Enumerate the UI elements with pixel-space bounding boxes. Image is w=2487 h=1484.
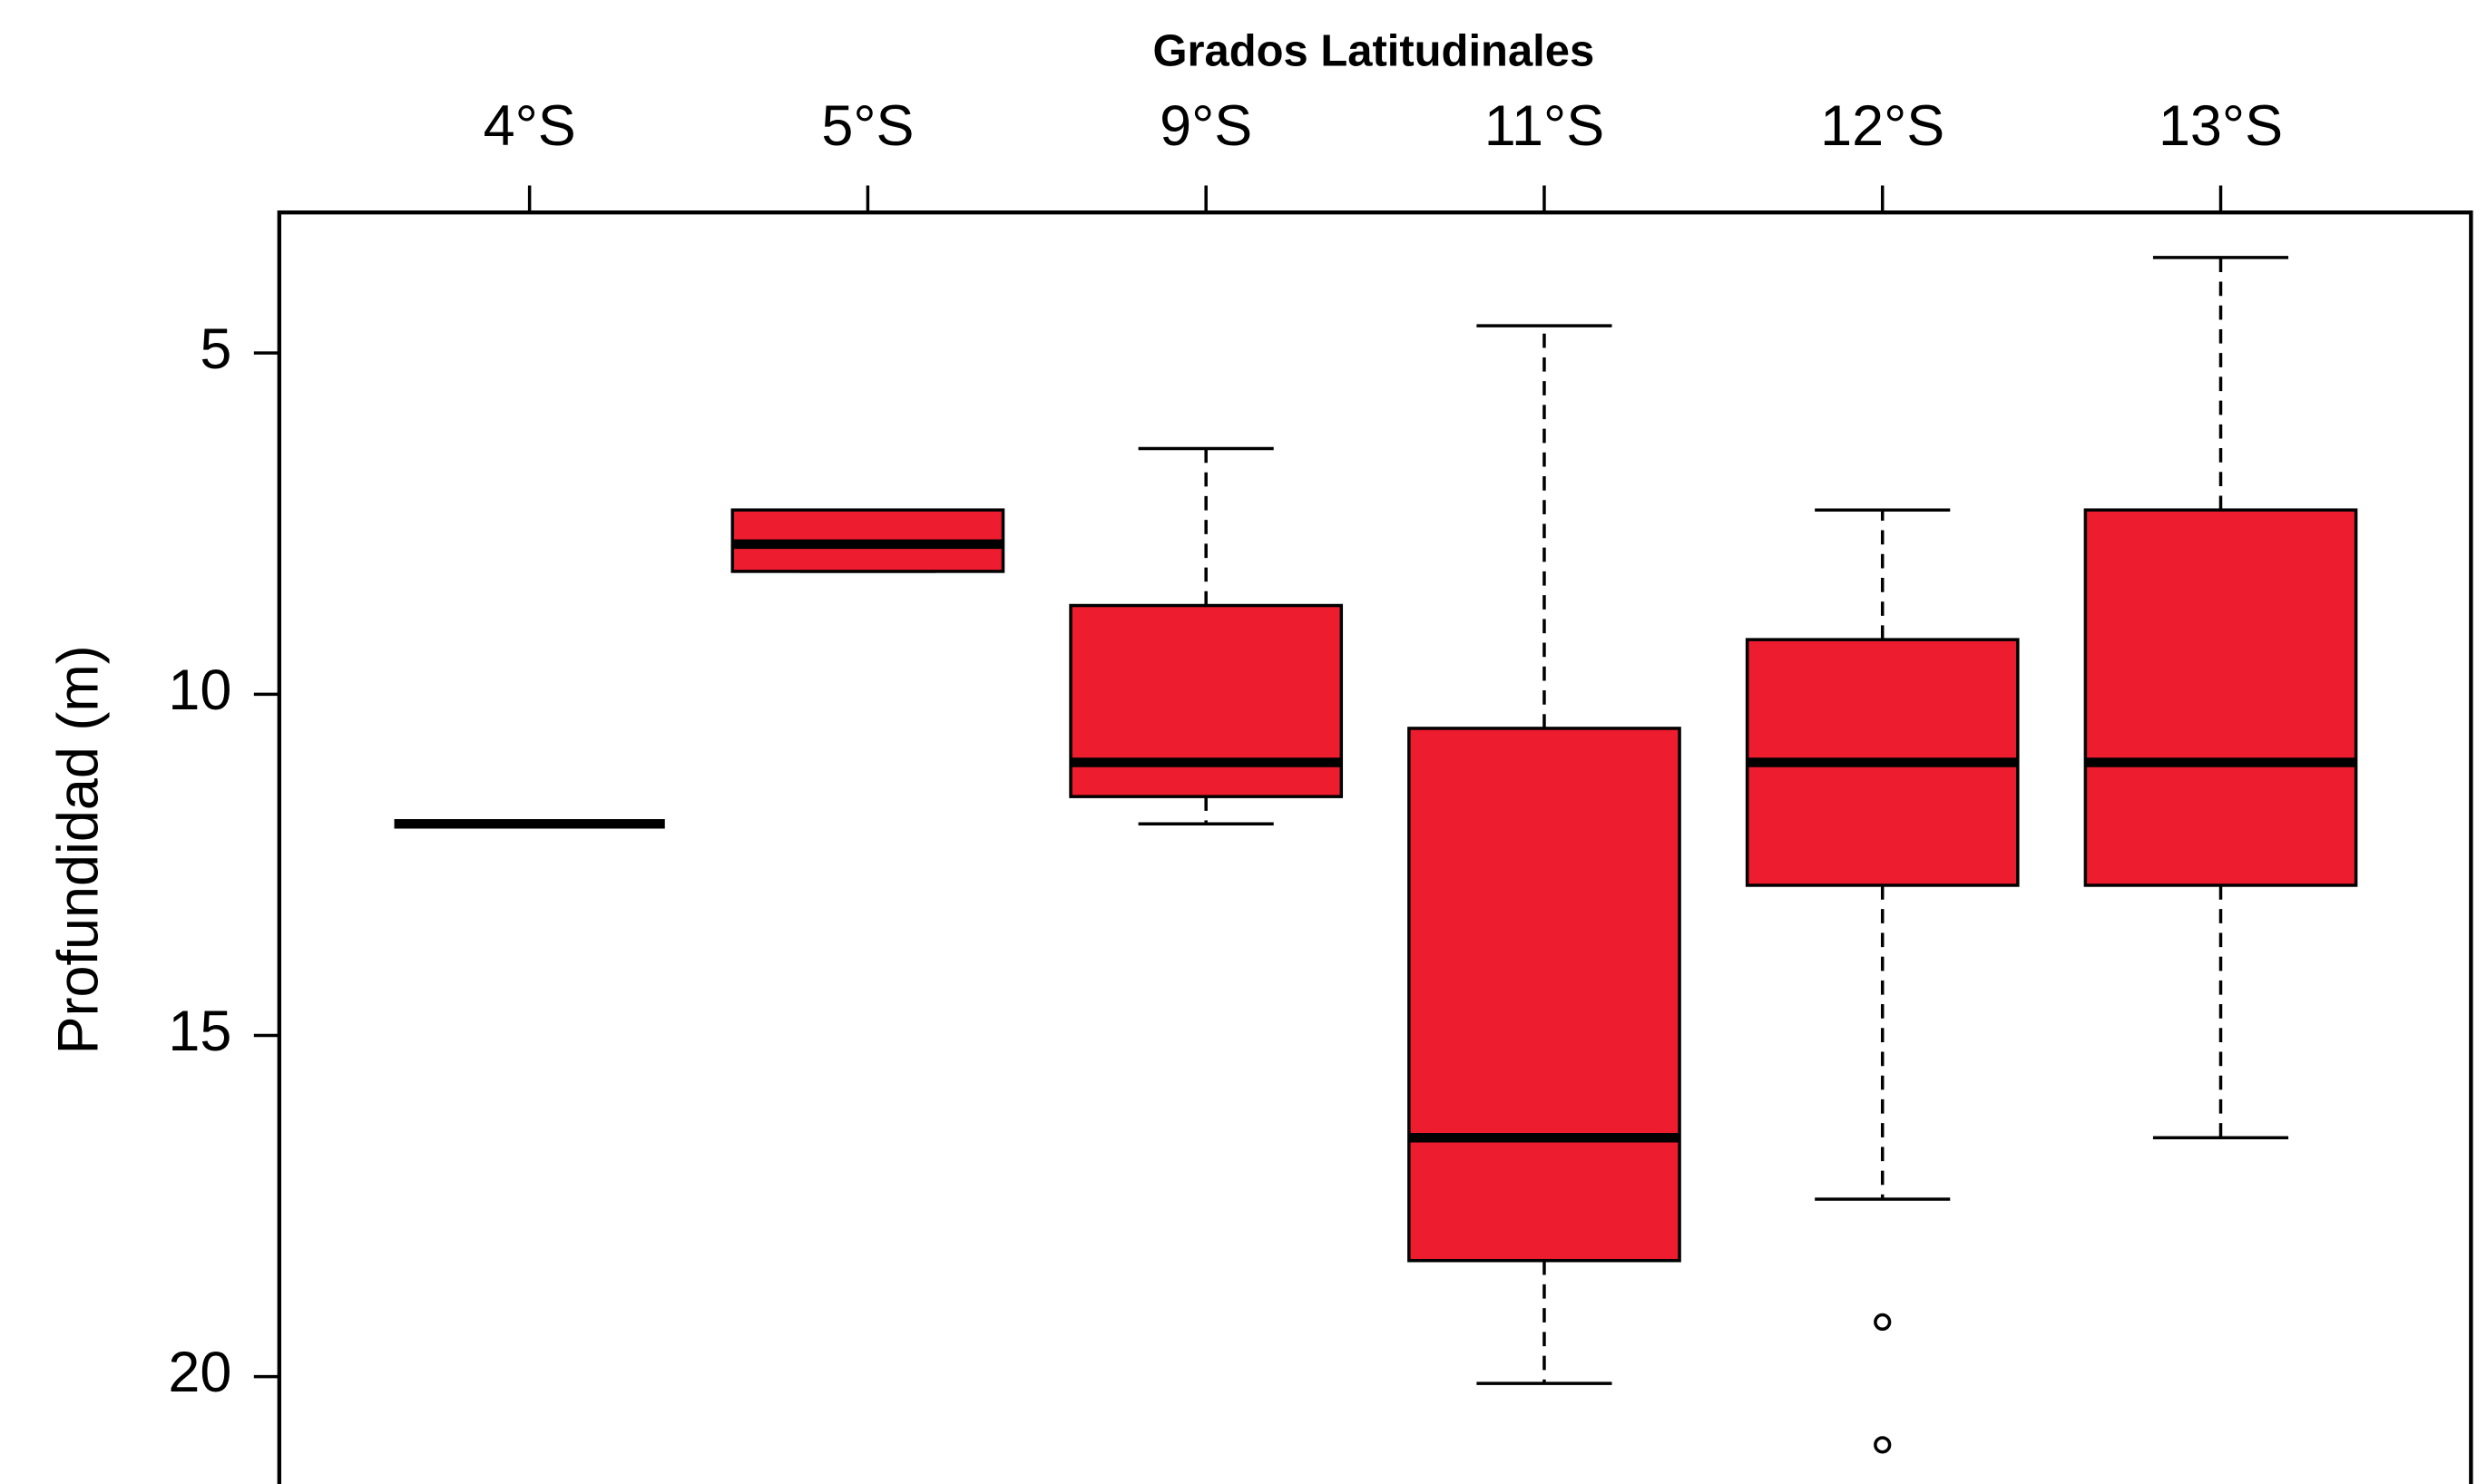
outlier: [1874, 1436, 1892, 1454]
y-axis-label: Profundidad (m): [47, 645, 111, 1054]
plot-frame: [277, 210, 2473, 1484]
y-tick-label: 20: [168, 1341, 231, 1404]
y-tick-label: 15: [168, 1000, 231, 1063]
x-tick-label: 11°S: [1484, 94, 1604, 158]
x-tick-label: 5°S: [821, 94, 914, 158]
box: [2083, 508, 2358, 887]
y-tick-label: 5: [200, 317, 231, 381]
x-tick-label: 13°S: [2159, 94, 2283, 158]
box: [1069, 603, 1344, 798]
x-tick-label: 9°S: [1160, 94, 1252, 158]
x-tick-label: 12°S: [1820, 94, 1944, 158]
chart-title: Grados Latitudinales: [1152, 26, 1594, 75]
x-tick-label: 4°S: [484, 94, 576, 158]
box: [1407, 727, 1681, 1263]
outlier: [1874, 1313, 1892, 1332]
y-tick-label: 10: [168, 659, 231, 722]
